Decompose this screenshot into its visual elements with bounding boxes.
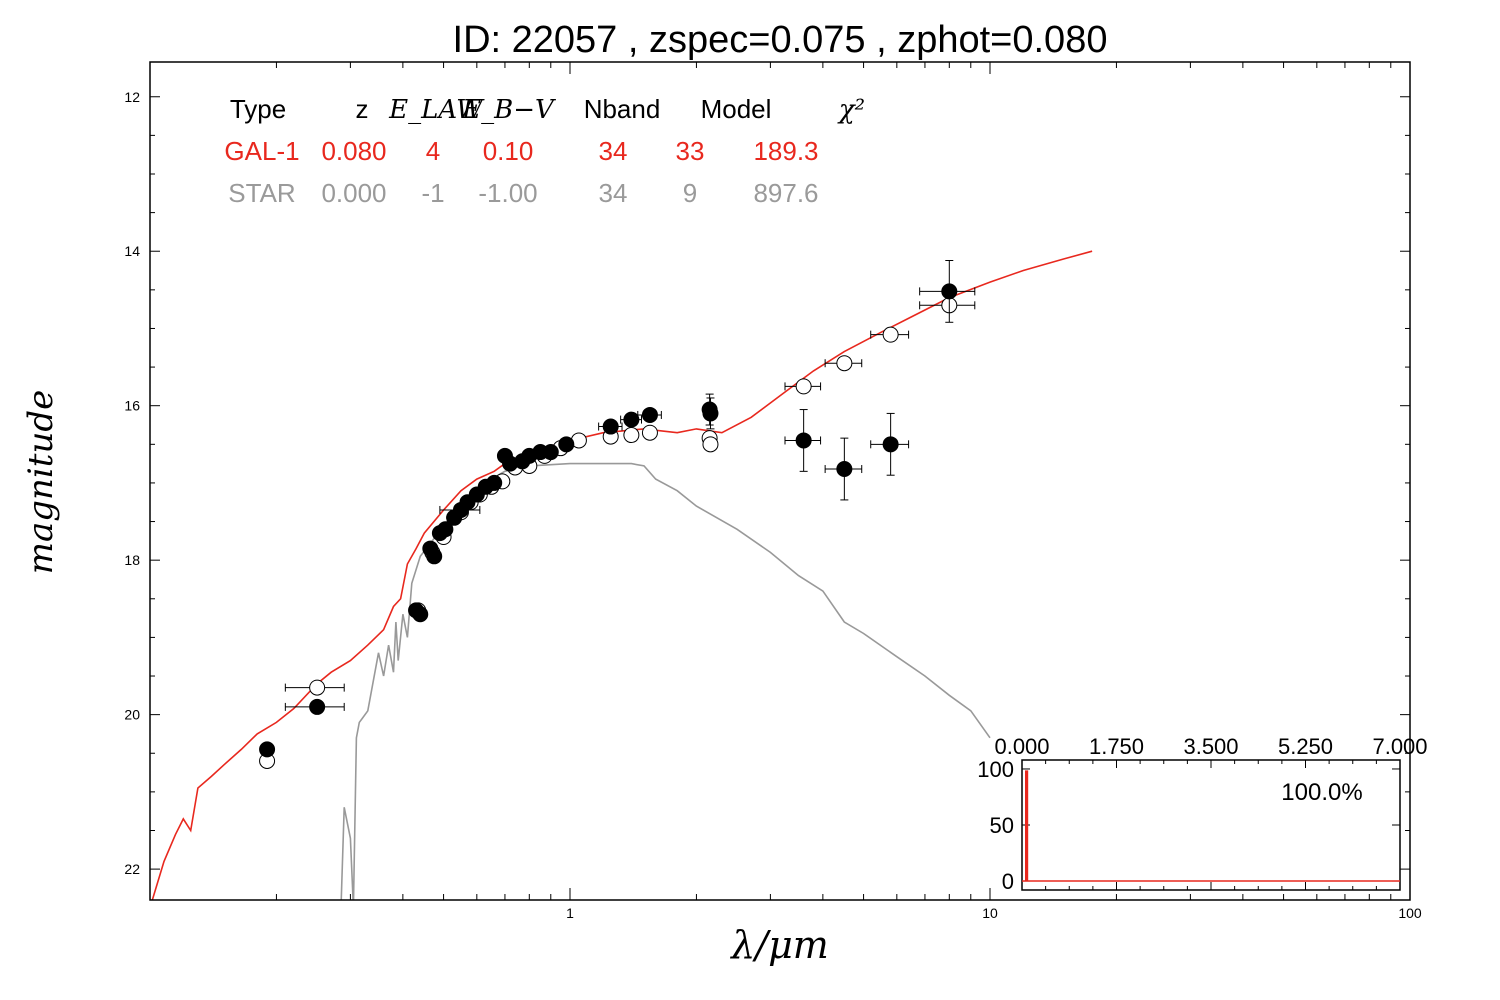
model-point	[702, 436, 719, 453]
series-line-gal-1	[151, 250, 1093, 900]
table-cell: 34	[599, 136, 628, 166]
observed-point	[542, 444, 559, 461]
table-cell: 33	[676, 136, 705, 166]
inset-pdf-chart: 0.000 1.750 3.500 5.250 7.000 100 50 0 100.0%	[977, 734, 1427, 894]
table-header: Type	[230, 94, 286, 124]
main-tick-labels: 1 10 100 12 14 16 18 20 22	[124, 89, 1421, 921]
observed-point	[836, 461, 853, 478]
x-tick-label: 1	[566, 905, 574, 921]
observed-point	[426, 548, 443, 565]
y-tick-label: 12	[124, 89, 140, 105]
inset-y-tick-label: 0	[1002, 869, 1014, 894]
model-point	[836, 355, 853, 372]
main-points-layer	[259, 259, 976, 769]
table-header: E_B−V	[461, 95, 556, 125]
y-axis-label: magnitude	[21, 390, 61, 575]
x-axis-label: λ/μm	[729, 923, 829, 967]
x-tick-label: 100	[1398, 905, 1422, 921]
table-cell: 0.000	[321, 178, 386, 208]
table-cell: -1.00	[478, 178, 537, 208]
observed-point	[259, 741, 276, 758]
observed-point	[702, 405, 719, 422]
observed-point	[437, 521, 454, 538]
inset-annotation: 100.0%	[1281, 779, 1362, 806]
table-cell: GAL-1	[224, 136, 299, 166]
model-point	[309, 679, 326, 696]
observed-point	[882, 436, 899, 453]
x-tick-label: 10	[982, 905, 998, 921]
observed-point	[412, 606, 429, 623]
table-cell: STAR	[228, 178, 295, 208]
table-header: Model	[701, 94, 772, 124]
main-frame	[149, 61, 1411, 901]
observed-point	[309, 698, 326, 715]
y-tick-label: 22	[124, 861, 140, 877]
table-header: Nband	[584, 94, 661, 124]
table-cell: 0.10	[483, 136, 534, 166]
observed-point	[486, 474, 503, 491]
y-tick-label: 18	[124, 552, 140, 568]
observed-point	[941, 283, 958, 300]
table-header: χ²	[837, 95, 865, 125]
model-point	[623, 427, 640, 444]
chart-title: ID: 22057 , zspec=0.075 , zphot=0.080	[453, 19, 1108, 61]
model-point	[882, 326, 899, 343]
inset-x-tick-label: 3.500	[1183, 734, 1238, 759]
inset-x-tick-label: 1.750	[1089, 734, 1144, 759]
model-point	[641, 424, 658, 441]
table-header: z	[356, 94, 369, 124]
table-header: E_LAW	[388, 95, 485, 125]
y-tick-label: 14	[124, 243, 140, 259]
inset-y-tick-label: 100	[977, 757, 1014, 782]
main-axes	[149, 62, 1410, 900]
y-tick-label: 20	[124, 707, 140, 723]
observed-point	[641, 406, 658, 423]
table-cell: 897.6	[753, 178, 818, 208]
inset-x-tick-label: 0.000	[994, 734, 1049, 759]
observed-point	[602, 418, 619, 435]
model-point	[795, 378, 812, 395]
inset-x-tick-label: 5.250	[1278, 734, 1333, 759]
table-cell: 4	[426, 136, 440, 166]
observed-point	[795, 432, 812, 449]
table-cell: 0.080	[321, 136, 386, 166]
table-cell: 9	[683, 178, 697, 208]
table-cell: -1	[421, 178, 444, 208]
inset-x-tick-label: 7.000	[1372, 734, 1427, 759]
y-tick-label: 16	[124, 398, 140, 414]
table-cell: 34	[599, 178, 628, 208]
inset-pdf-line	[1022, 770, 1400, 882]
observed-point	[623, 411, 640, 428]
inset-y-tick-label: 50	[990, 813, 1014, 838]
observed-point	[558, 436, 575, 453]
table-cell: 189.3	[753, 136, 818, 166]
